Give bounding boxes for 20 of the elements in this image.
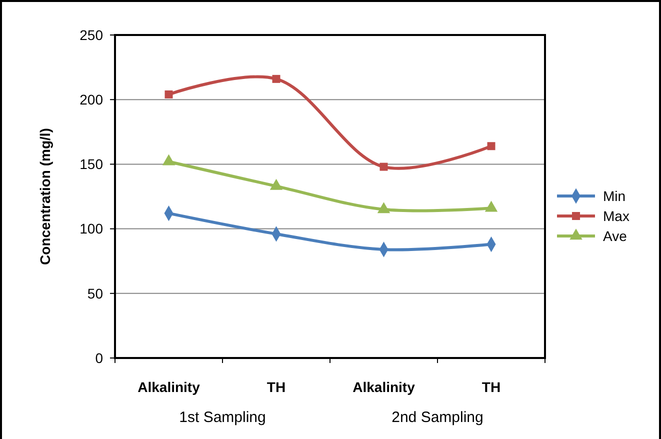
x-tick-label: Alkalinity (138, 379, 200, 395)
point (272, 74, 280, 83)
y-tick-label: 50 (87, 285, 104, 302)
x-tick-label: Alkalinity (352, 379, 416, 395)
text: 1st Sampling (179, 409, 266, 426)
y-tick-label: 100 (80, 220, 104, 237)
legend-label: Max (603, 208, 630, 224)
point (487, 142, 496, 150)
legend-label: Ave (603, 228, 628, 244)
text: 2nd Sampling (392, 409, 484, 426)
y-tick-label: 250 (80, 26, 104, 43)
y-axis-title: Concentration (mg/l) (37, 128, 53, 265)
legend-label: Min (603, 188, 626, 204)
point (164, 90, 173, 98)
x-tick-label: TH (266, 379, 286, 395)
point (380, 162, 388, 171)
y-tick-label: 200 (80, 92, 104, 108)
x-tick-label: TH (482, 379, 501, 395)
y-tick-label: 0 (95, 350, 104, 366)
y-tick-label: 150 (80, 156, 104, 172)
